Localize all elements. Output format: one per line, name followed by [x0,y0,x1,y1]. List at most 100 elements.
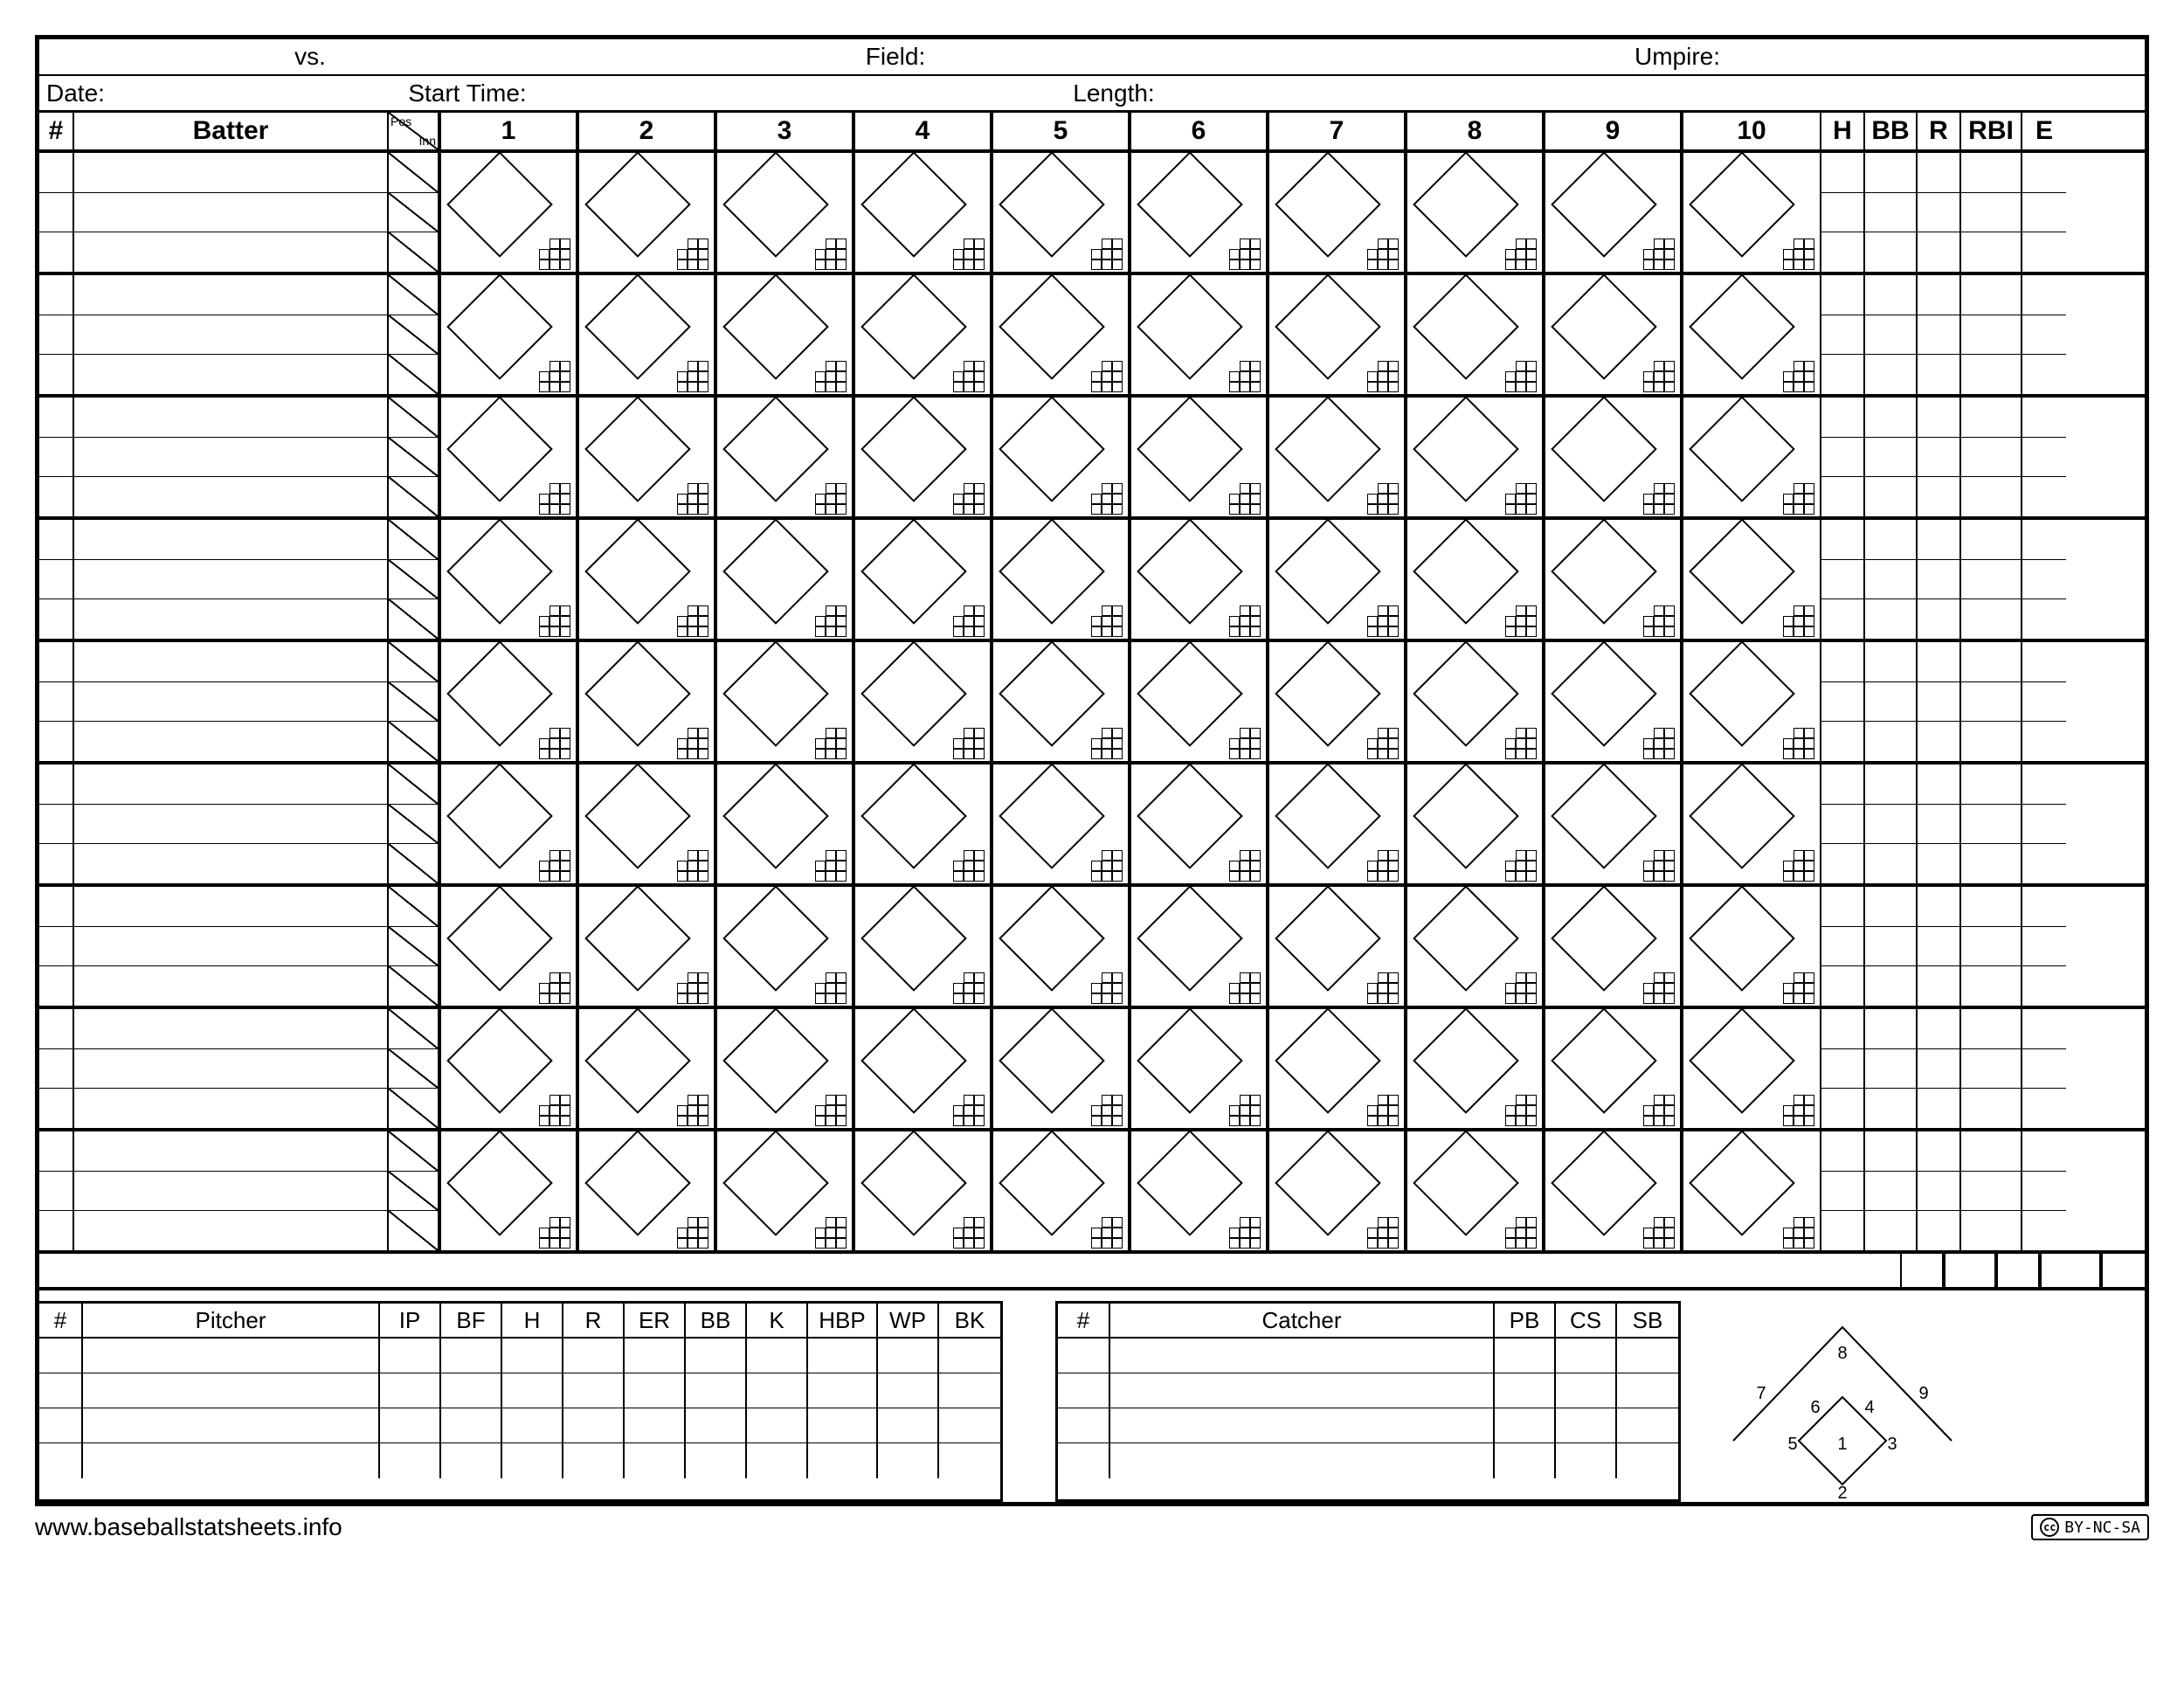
stat-cell-h[interactable] [1821,887,1865,1006]
batter-pos-cell[interactable] [389,1131,441,1250]
inning-cell[interactable] [579,275,717,398]
inning-cell[interactable] [993,275,1131,398]
batter-name-cell[interactable] [74,1009,389,1128]
stat-cell-r[interactable] [1918,1009,1961,1128]
inning-cell[interactable] [717,1009,855,1131]
table-cell[interactable] [1617,1339,1678,1373]
inning-cell[interactable] [1131,764,1269,887]
inning-cell[interactable] [1269,642,1407,764]
inning-cell[interactable] [855,275,993,398]
table-cell[interactable] [563,1408,625,1442]
inning-cell[interactable] [1131,275,1269,398]
inning-cell[interactable] [1683,520,1821,642]
batter-pos-cell[interactable] [389,520,441,639]
stat-cell-r[interactable] [1918,642,1961,761]
inning-cell[interactable] [579,1131,717,1254]
inning-cell[interactable] [993,1131,1131,1254]
inning-cell[interactable] [1269,887,1407,1009]
batter-num-cell[interactable] [39,520,74,639]
inning-cell[interactable] [441,1131,579,1254]
table-cell[interactable] [939,1443,1000,1478]
batter-name-cell[interactable] [74,275,389,394]
batter-name-cell[interactable] [74,642,389,761]
stat-cell-rbi[interactable] [1961,1009,2022,1128]
inning-cell[interactable] [1683,887,1821,1009]
inning-cell[interactable] [1407,764,1545,887]
table-cell[interactable] [625,1373,686,1408]
table-cell[interactable] [808,1339,878,1373]
batter-pos-cell[interactable] [389,642,441,761]
inning-cell[interactable] [1269,520,1407,642]
stat-cell-e[interactable] [2022,764,2066,883]
table-cell[interactable] [502,1373,563,1408]
inning-cell[interactable] [1545,887,1683,1009]
inning-cell[interactable] [717,520,855,642]
table-cell[interactable] [808,1443,878,1478]
table-cell[interactable] [380,1443,441,1478]
table-cell[interactable] [1110,1408,1495,1442]
batter-pos-cell[interactable] [389,887,441,1006]
table-cell[interactable] [1617,1443,1678,1478]
inning-cell[interactable] [1407,1009,1545,1131]
table-cell[interactable] [1058,1443,1110,1478]
table-cell[interactable] [441,1373,502,1408]
table-cell[interactable] [441,1408,502,1442]
table-cell[interactable] [747,1408,808,1442]
table-cell[interactable] [441,1339,502,1373]
inning-cell[interactable] [855,520,993,642]
stat-cell-e[interactable] [2022,1009,2066,1128]
table-row[interactable] [39,1408,1000,1443]
stat-cell-rbi[interactable] [1961,887,2022,1006]
batter-num-cell[interactable] [39,764,74,883]
inning-cell[interactable] [579,887,717,1009]
inning-cell[interactable] [1683,1131,1821,1254]
stat-cell-r[interactable] [1918,153,1961,272]
inning-cell[interactable] [1269,1009,1407,1131]
batter-num-cell[interactable] [39,1131,74,1250]
inning-cell[interactable] [579,153,717,275]
inning-cell[interactable] [717,275,855,398]
stat-cell-bb[interactable] [1865,764,1918,883]
stat-cell-bb[interactable] [1865,1009,1918,1128]
inning-cell[interactable] [717,398,855,520]
batter-name-cell[interactable] [74,764,389,883]
inning-cell[interactable] [1407,153,1545,275]
table-cell[interactable] [39,1373,83,1408]
table-cell[interactable] [563,1443,625,1478]
inning-cell[interactable] [1545,1131,1683,1254]
inning-cell[interactable] [993,153,1131,275]
inning-cell[interactable] [1407,1131,1545,1254]
inning-cell[interactable] [1269,275,1407,398]
inning-cell[interactable] [1269,398,1407,520]
inning-cell[interactable] [441,642,579,764]
table-cell[interactable] [563,1339,625,1373]
inning-cell[interactable] [855,764,993,887]
inning-cell[interactable] [579,520,717,642]
inning-cell[interactable] [993,764,1131,887]
inning-cell[interactable] [1131,1009,1269,1131]
inning-cell[interactable] [1407,398,1545,520]
batter-pos-cell[interactable] [389,153,441,272]
stat-cell-bb[interactable] [1865,153,1918,272]
inning-cell[interactable] [1683,1009,1821,1131]
table-cell[interactable] [1556,1443,1617,1478]
stat-cell-rbi[interactable] [1961,275,2022,394]
stat-cell-bb[interactable] [1865,275,1918,394]
table-cell[interactable] [83,1373,380,1408]
table-cell[interactable] [1617,1373,1678,1408]
stat-cell-h[interactable] [1821,642,1865,761]
inning-cell[interactable] [441,764,579,887]
table-cell[interactable] [502,1443,563,1478]
inning-cell[interactable] [1683,642,1821,764]
inning-cell[interactable] [1407,275,1545,398]
inning-cell[interactable] [1545,398,1683,520]
table-cell[interactable] [39,1443,83,1478]
stat-cell-rbi[interactable] [1961,642,2022,761]
table-cell[interactable] [878,1373,939,1408]
batter-num-cell[interactable] [39,1009,74,1128]
inning-cell[interactable] [855,153,993,275]
inning-cell[interactable] [579,642,717,764]
batter-num-cell[interactable] [39,642,74,761]
table-row[interactable] [39,1339,1000,1373]
table-cell[interactable] [1495,1408,1556,1442]
